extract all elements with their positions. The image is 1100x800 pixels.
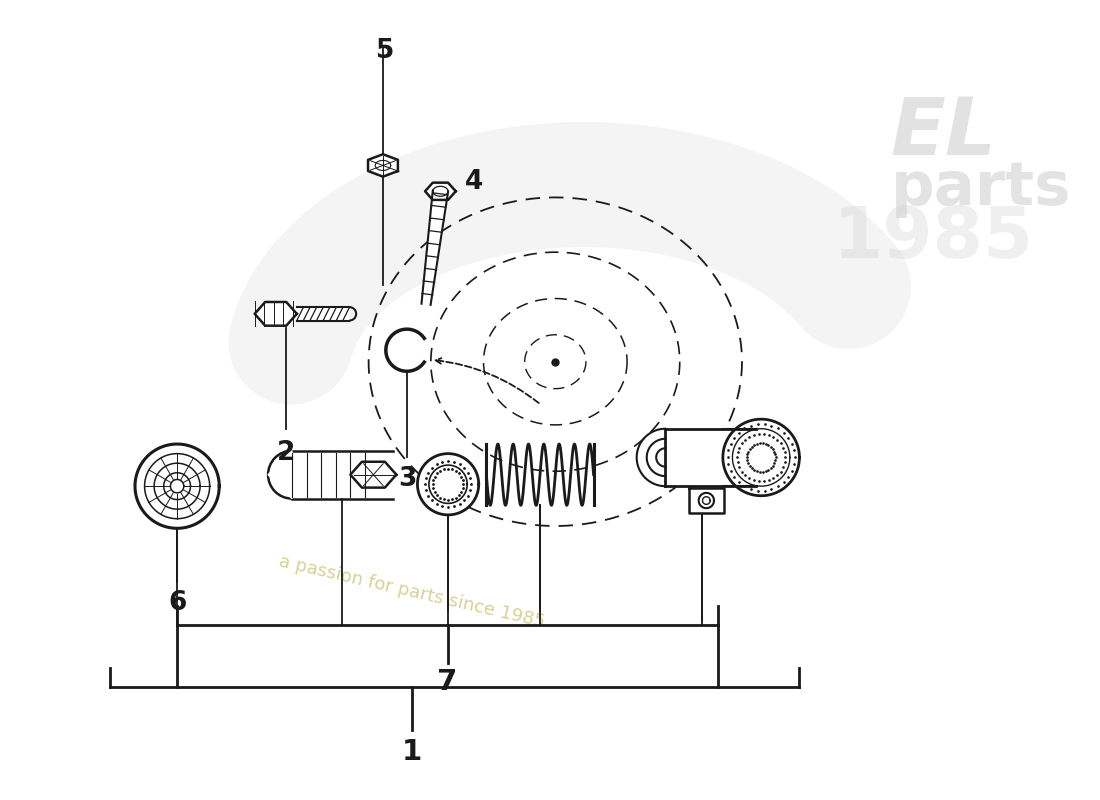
Polygon shape <box>417 454 478 515</box>
Text: 1: 1 <box>402 738 421 766</box>
Polygon shape <box>723 419 800 496</box>
Text: parts: parts <box>890 158 1071 218</box>
Polygon shape <box>689 486 724 513</box>
Polygon shape <box>297 307 350 321</box>
Polygon shape <box>666 429 757 486</box>
Text: 1985: 1985 <box>833 204 1034 273</box>
Text: 5: 5 <box>376 38 394 64</box>
Polygon shape <box>425 182 455 200</box>
Polygon shape <box>368 154 398 177</box>
Text: 7: 7 <box>438 669 458 697</box>
Polygon shape <box>255 302 297 326</box>
Polygon shape <box>292 450 393 498</box>
Text: 6: 6 <box>168 590 186 616</box>
Text: 3: 3 <box>398 466 416 491</box>
Polygon shape <box>421 190 448 305</box>
Polygon shape <box>351 462 396 488</box>
Text: EL: EL <box>890 94 997 172</box>
Text: a passion for parts since 1985: a passion for parts since 1985 <box>277 552 547 631</box>
Text: 2: 2 <box>277 440 296 466</box>
Polygon shape <box>268 450 292 498</box>
Polygon shape <box>135 444 219 528</box>
Text: 4: 4 <box>465 169 483 194</box>
